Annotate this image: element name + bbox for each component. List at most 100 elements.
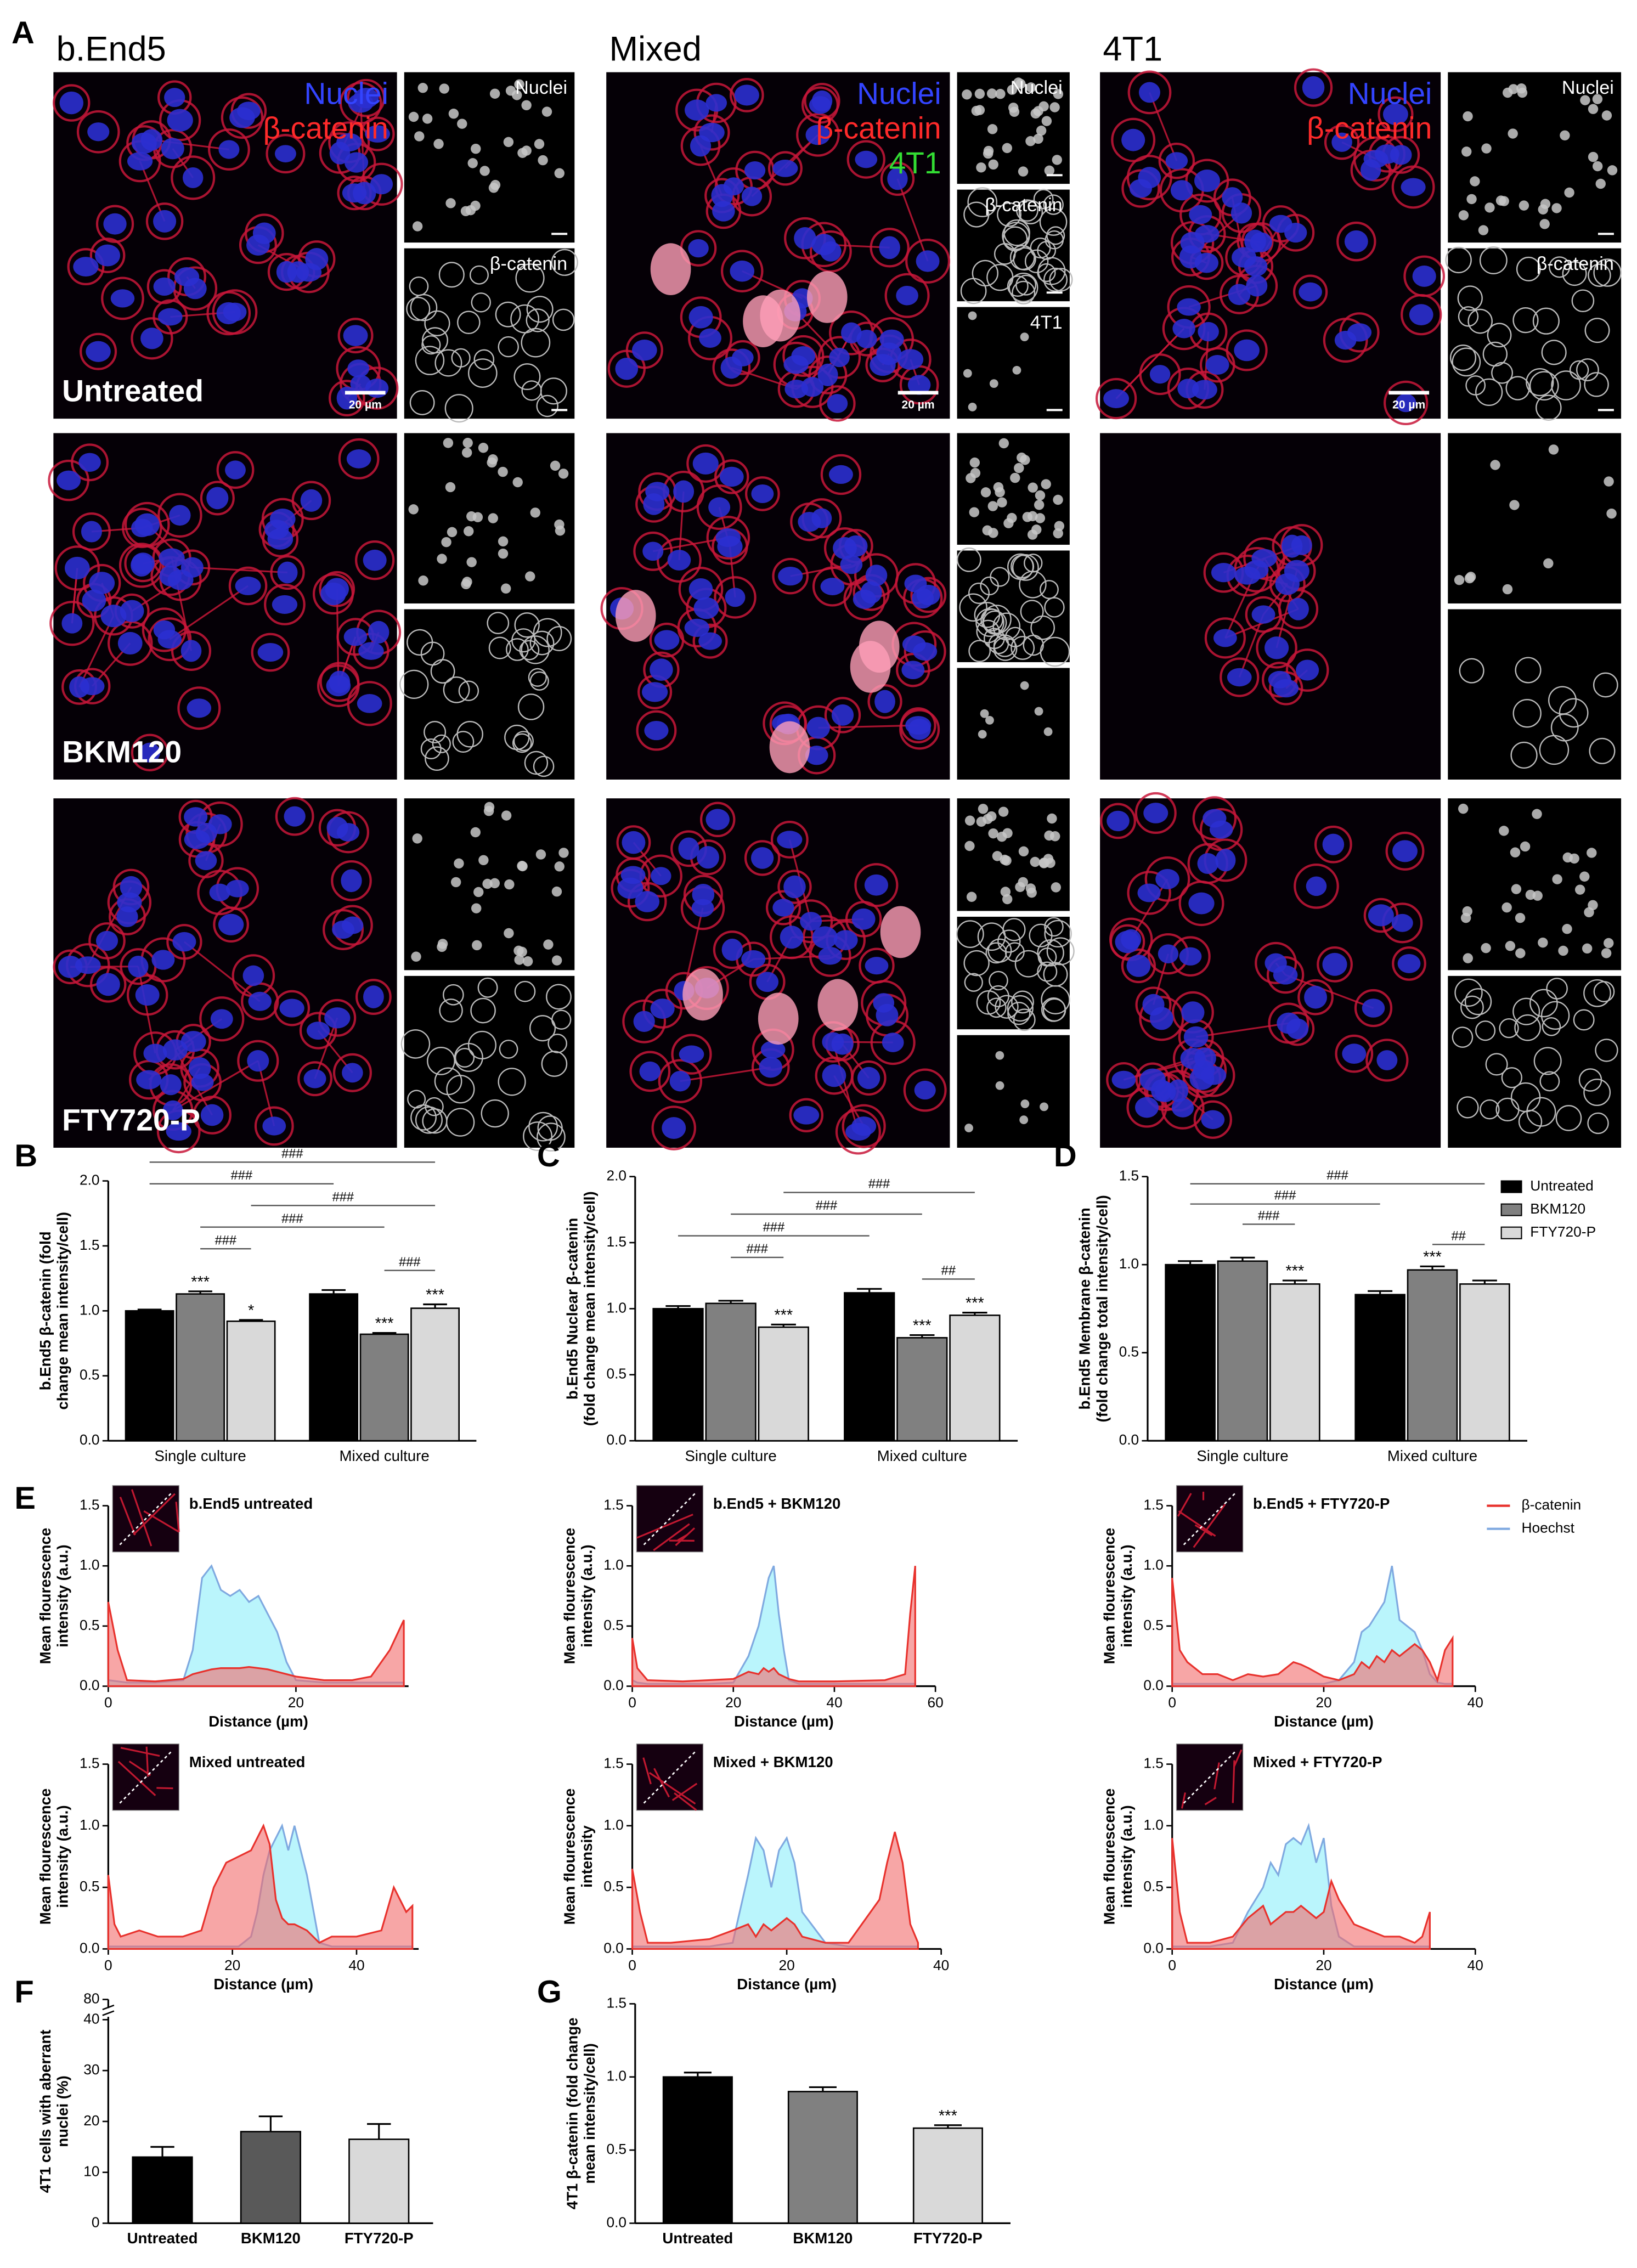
cell-outline	[131, 317, 173, 360]
bar	[1459, 1283, 1510, 1442]
channel-stain	[467, 358, 498, 388]
channel-stain	[489, 88, 500, 99]
channel-stain	[1580, 95, 1590, 105]
cell-outline	[1134, 792, 1177, 834]
channel-stain	[454, 858, 464, 869]
inset-stain	[145, 1746, 149, 1777]
nucleus	[95, 244, 121, 267]
cell-outline	[355, 979, 392, 1015]
channel-stain	[1030, 237, 1051, 259]
cell-outline	[804, 82, 840, 120]
channel-stain	[1475, 378, 1503, 406]
bar	[1269, 1283, 1320, 1442]
channel-stain	[1540, 1001, 1570, 1030]
nucleus	[1306, 876, 1327, 896]
cell-outline	[633, 531, 673, 571]
nucleus	[164, 88, 185, 108]
channel-stain	[1047, 813, 1057, 824]
channel-stain	[1587, 848, 1597, 858]
channel-stain	[1053, 494, 1063, 505]
channel-stain	[517, 861, 528, 872]
channel-stain	[1004, 942, 1025, 962]
channel-stain	[1541, 340, 1567, 365]
tumor-cell	[760, 289, 801, 342]
inset-stain	[675, 1527, 696, 1547]
channel-stain	[1595, 1039, 1618, 1062]
channel-stain	[1520, 841, 1531, 852]
nucleus	[1251, 605, 1275, 624]
significance-label: ###	[1326, 1169, 1348, 1183]
channel-stain	[505, 86, 516, 96]
cell-outline	[166, 924, 202, 960]
channel-stain	[964, 973, 983, 992]
nucleus	[1246, 275, 1268, 297]
nucleus	[635, 891, 660, 912]
nucleus	[1138, 82, 1160, 103]
membrane	[678, 491, 685, 561]
y-tick-label: 1.0	[80, 1556, 100, 1573]
inset-stain	[119, 1497, 136, 1536]
channel-stain	[1011, 990, 1034, 1014]
scale-bar-label: 20 µm	[349, 399, 382, 411]
channel-stain	[467, 158, 478, 168]
nucleus	[1177, 298, 1201, 316]
nucleus	[622, 831, 646, 854]
channel-stain	[414, 131, 425, 142]
channel-stain	[504, 724, 530, 751]
nucleus	[1121, 128, 1145, 151]
nucleus	[1395, 393, 1416, 413]
channel-stain	[536, 394, 558, 418]
nucleus	[784, 380, 809, 399]
y-tick-label: 20	[83, 2112, 99, 2129]
nucleus	[346, 449, 371, 469]
channel-stain	[555, 526, 566, 536]
nucleus	[1250, 232, 1272, 252]
nucleus	[1155, 868, 1179, 889]
channel-stain	[976, 162, 986, 173]
nucleus	[741, 187, 763, 206]
x-tick-label: 20	[1316, 1957, 1331, 1973]
x-tick-label: FTY720-P	[345, 2230, 414, 2247]
error-bar	[684, 2072, 712, 2077]
nucleus	[153, 277, 176, 296]
plot-title: Mixed + BKM120	[713, 1753, 833, 1770]
channel-stain	[478, 443, 489, 453]
channel-stain	[969, 507, 980, 517]
channel-stain	[546, 626, 572, 651]
y-axis-label: b.End5 Membrane β-catenin	[1076, 1208, 1093, 1409]
channel-stain	[963, 369, 972, 378]
nucleus	[1181, 1001, 1205, 1024]
plot-title: b.End5 untreated	[189, 1495, 313, 1512]
nucleus	[840, 555, 863, 574]
cell-outline	[1193, 1100, 1232, 1139]
cell-outline	[706, 516, 750, 560]
channel-stain	[997, 202, 1021, 227]
channel-stain	[962, 89, 972, 100]
channel-stain	[1012, 365, 1021, 375]
channel-stain	[481, 1099, 509, 1128]
channel-stain	[1041, 997, 1066, 1022]
channel-stain	[1480, 1099, 1500, 1120]
channel-stain	[504, 928, 514, 939]
nucleus	[794, 227, 816, 250]
cell-outline	[337, 318, 374, 354]
y-axis-label: Mean flourescence	[37, 1528, 54, 1665]
x-tick-label: Single culture	[154, 1447, 246, 1464]
channel-stain	[472, 940, 482, 951]
nucleus	[639, 1061, 661, 1081]
y-axis-label: (fold change total intensity/cell)	[1093, 1195, 1110, 1422]
nucleus	[348, 93, 374, 113]
error-bar	[665, 1305, 691, 1309]
cell-outline	[153, 299, 188, 335]
y-axis-label: (fold change mean intensity/cell)	[581, 1191, 598, 1426]
channel-stain	[1054, 521, 1065, 531]
nucleus	[669, 1070, 691, 1092]
nucleus	[772, 899, 794, 917]
error-bar	[1472, 1279, 1497, 1284]
cell-outline	[1100, 803, 1136, 839]
channel-stain	[1542, 1017, 1561, 1036]
bar	[652, 1308, 704, 1442]
channel-stain	[470, 200, 481, 211]
channel-stain	[1020, 455, 1030, 465]
channel-stain	[1020, 1099, 1030, 1108]
